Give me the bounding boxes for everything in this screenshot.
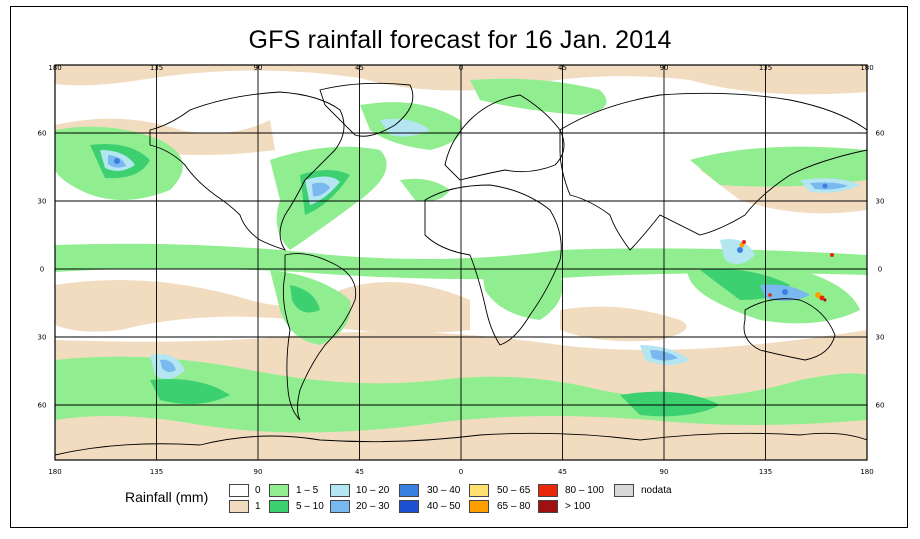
legend-label-9: 65 – 80 — [497, 501, 531, 512]
rainfall-over-100mm-areas — [823, 298, 827, 302]
lon-top-label: 180 — [48, 64, 61, 72]
map-title: GFS rainfall forecast for 16 Jan. 2014 — [248, 26, 672, 54]
legend-swatch-9 — [469, 500, 489, 513]
australia-outline — [743, 298, 836, 361]
lat-left-label: 0 — [40, 266, 44, 274]
greenland-outline — [319, 82, 414, 137]
lon-top-label: 180 — [860, 64, 873, 72]
lon-top-label: 45 — [558, 64, 567, 72]
lat-left-label: 30 — [38, 334, 47, 342]
lat-right-label: 60 — [876, 402, 885, 410]
legend-swatch-12 — [614, 484, 634, 497]
lon-top-label: 90 — [660, 64, 669, 72]
lon-bottom-label: 45 — [355, 468, 364, 476]
legend-title: Rainfall (mm) — [125, 489, 209, 505]
legend-label-8: 50 – 65 — [497, 485, 531, 496]
map-border — [54, 64, 868, 461]
north-america-outline — [149, 91, 345, 251]
legend-swatch-3 — [269, 500, 289, 513]
lon-bottom-label: 135 — [150, 468, 163, 476]
lon-bottom-label: 0 — [459, 468, 463, 476]
legend-label-10: 80 – 100 — [565, 485, 604, 496]
lon-bottom-label: 90 — [254, 468, 263, 476]
legend-swatch-1 — [229, 500, 249, 513]
left-latitude-labels: 60 30 0 30 60 — [38, 130, 47, 410]
bottom-longitude-labels: 180 135 90 45 0 45 90 135 180 — [48, 468, 873, 476]
rainfall-30-40mm-areas — [114, 158, 828, 295]
legend-swatch-7 — [399, 500, 419, 513]
lon-bottom-label: 180 — [860, 468, 873, 476]
africa-outline — [424, 184, 562, 346]
top-longitude-labels: 180 135 90 45 0 45 90 135 180 — [48, 64, 873, 72]
legend-swatch-2 — [269, 484, 289, 497]
lat-right-label: 30 — [876, 198, 885, 206]
lat-right-label: 30 — [876, 334, 885, 342]
legend-label-5: 20 – 30 — [356, 501, 390, 512]
legend-label-11: > 100 — [565, 501, 591, 512]
right-latitude-labels: 60 30 0 30 60 — [876, 130, 885, 410]
legend-label-1: 1 — [255, 501, 261, 512]
legend-label-3: 5 – 10 — [296, 501, 324, 512]
legend-swatch-10 — [538, 484, 558, 497]
lat-left-label: 60 — [38, 402, 47, 410]
lon-top-label: 135 — [759, 64, 772, 72]
legend-swatch-6 — [399, 484, 419, 497]
asia-outline — [559, 92, 867, 251]
legend-label-6: 30 – 40 — [427, 485, 461, 496]
lat-left-label: 60 — [38, 130, 47, 138]
lon-top-label: 135 — [150, 64, 163, 72]
lon-top-label: 45 — [355, 64, 364, 72]
legend-swatch-11 — [538, 500, 558, 513]
lon-bottom-label: 180 — [48, 468, 61, 476]
lon-top-label: 0 — [459, 64, 463, 72]
south-america-outline — [282, 253, 357, 421]
legend-swatch-8 — [469, 484, 489, 497]
lat-left-label: 30 — [38, 198, 47, 206]
legend-label-12: nodata — [641, 485, 672, 496]
legend-label-4: 10 – 20 — [356, 485, 390, 496]
rainfall-80-100mm-areas — [742, 240, 834, 301]
lon-bottom-label: 90 — [660, 468, 669, 476]
legend-swatch-0 — [229, 484, 249, 497]
lat-right-label: 0 — [878, 266, 882, 274]
lat-right-label: 60 — [876, 130, 885, 138]
legend-label-2: 1 – 5 — [296, 485, 319, 496]
legend-swatch-4 — [330, 484, 350, 497]
coastlines — [55, 82, 867, 456]
lon-top-label: 90 — [254, 64, 263, 72]
legend-label-0: 0 — [255, 485, 261, 496]
legend-swatch-5 — [330, 500, 350, 513]
lon-bottom-label: 135 — [759, 468, 772, 476]
legend-label-7: 40 – 50 — [427, 501, 461, 512]
graticule — [55, 65, 867, 460]
lon-bottom-label: 45 — [558, 468, 567, 476]
antarctica-outline — [55, 432, 867, 456]
